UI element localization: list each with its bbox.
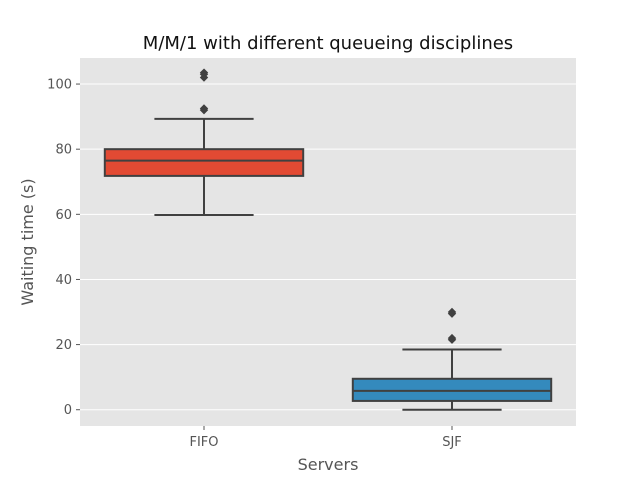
box-group bbox=[103, 68, 305, 216]
y-axis-label: Waiting time (s) bbox=[18, 178, 37, 305]
y-tick-labels: 0 20 40 60 80 100 bbox=[47, 78, 80, 418]
outlier-point bbox=[447, 333, 457, 343]
y-tick-label: 40 bbox=[55, 273, 72, 288]
boxes bbox=[103, 68, 553, 411]
outlier-point bbox=[199, 104, 209, 113]
box-group bbox=[351, 307, 553, 411]
chart-title: M/M/1 with different queueing discipline… bbox=[143, 33, 513, 54]
outlier-point bbox=[199, 68, 209, 77]
box-iqr bbox=[103, 148, 305, 177]
y-tick-label: 20 bbox=[55, 338, 72, 353]
y-tick-label: 100 bbox=[47, 78, 72, 93]
plot-area bbox=[80, 58, 576, 426]
x-tick-label: FIFO bbox=[189, 435, 218, 450]
x-tick-label: SJF bbox=[442, 435, 462, 450]
y-tick-label: 0 bbox=[64, 403, 72, 418]
x-axis-label: Servers bbox=[298, 455, 359, 474]
x-tick-labels: FIFO SJF bbox=[189, 426, 462, 450]
y-tick-label: 60 bbox=[55, 208, 72, 223]
outlier-point bbox=[447, 307, 457, 317]
y-tick-label: 80 bbox=[55, 143, 72, 158]
